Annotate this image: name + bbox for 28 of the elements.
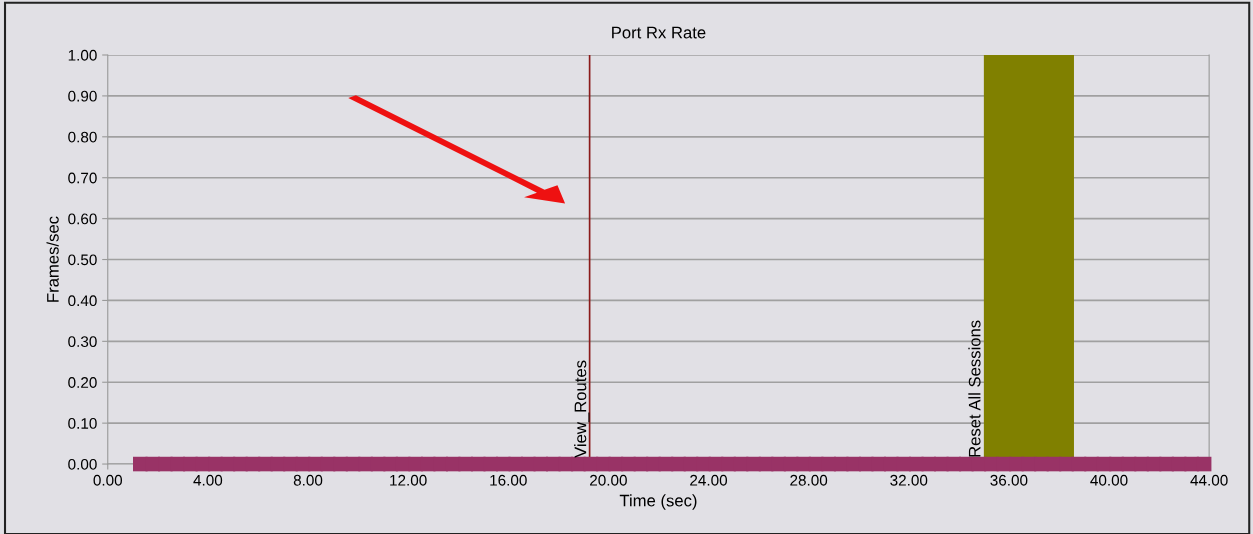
y-tick-label: 0.50 bbox=[68, 254, 97, 266]
x-tick-label: 44.00 bbox=[1190, 474, 1228, 486]
x-tick-label: 8.00 bbox=[293, 474, 323, 486]
x-tick-label: 20.00 bbox=[590, 474, 627, 486]
y-axis-title: Frames/sec bbox=[46, 216, 59, 302]
x-tick-label: 32.00 bbox=[890, 474, 928, 486]
y-tick-label: 0.70 bbox=[68, 172, 97, 184]
x-tick-label: 36.00 bbox=[990, 474, 1028, 486]
y-tick-label: 0.00 bbox=[68, 458, 97, 470]
x-tick-label: 28.00 bbox=[790, 474, 828, 486]
y-tick-label: 0.80 bbox=[68, 131, 97, 143]
x-tick-label: 0.00 bbox=[93, 474, 123, 486]
ref-line-label: View_Routes bbox=[574, 360, 590, 458]
x-tick-label: 16.00 bbox=[490, 474, 527, 486]
x-axis-title: Time (sec) bbox=[619, 494, 697, 510]
y-tick-label: 0.10 bbox=[68, 418, 97, 429]
y-tick-label: 0.60 bbox=[68, 213, 97, 225]
x-tick-label: 12.00 bbox=[390, 474, 427, 486]
y-tick-label: 0.40 bbox=[68, 295, 97, 307]
band-label: Reset All Sessions bbox=[968, 320, 981, 457]
chart-title: Port Rx Rate bbox=[612, 26, 706, 39]
x-tick-label: 24.00 bbox=[690, 474, 728, 486]
x-tick-label: 4.00 bbox=[193, 474, 223, 486]
y-tick-label: 0.90 bbox=[68, 90, 97, 102]
x-tick-label: 40.00 bbox=[1090, 474, 1128, 486]
y-tick-label: 1.00 bbox=[68, 49, 97, 61]
y-tick-label: 0.30 bbox=[68, 336, 97, 348]
y-tick-label: 0.20 bbox=[68, 377, 97, 388]
